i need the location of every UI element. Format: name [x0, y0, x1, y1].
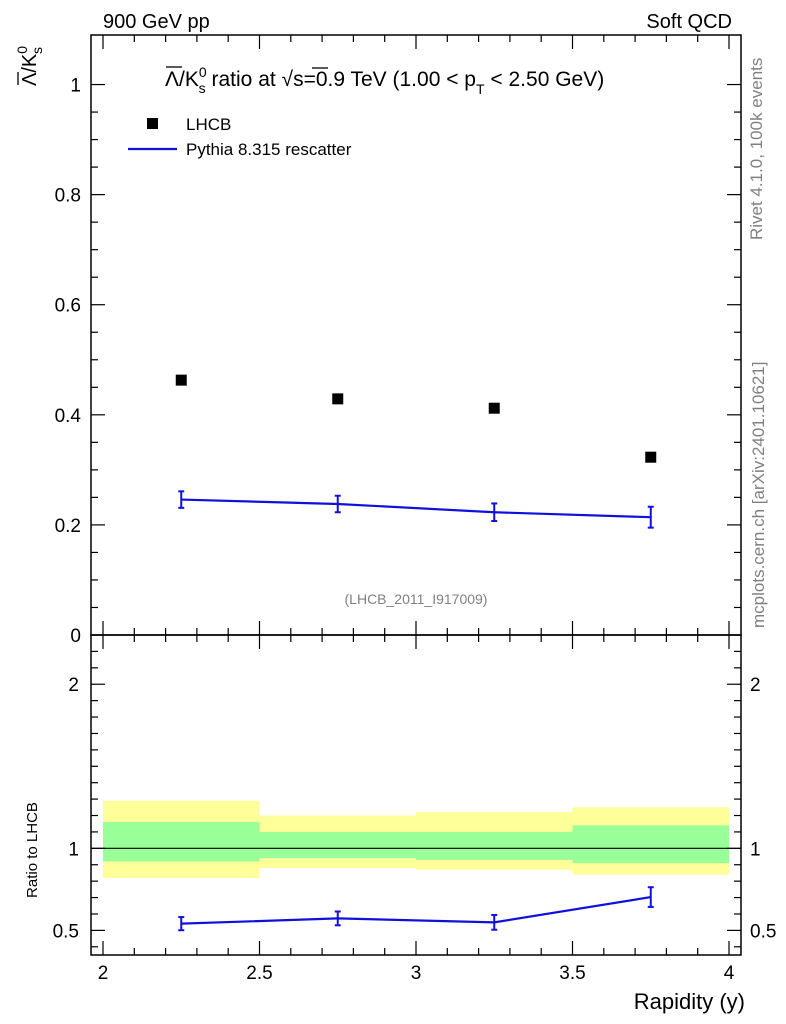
ratio-y-label: Ratio to LHCB [24, 802, 41, 898]
main-panel: 0 0.2 0.4 0.6 0.8 1 [55, 34, 742, 647]
band-inner [416, 831, 573, 860]
x-tick-labels: 2 2.5 3 3.5 4 [98, 963, 735, 984]
mc-series-ratio [178, 886, 654, 932]
x-tick-label: 4 [724, 963, 735, 984]
ratio-frame [90, 634, 742, 956]
header-right: Soft QCD [646, 11, 732, 33]
ratio-ytick-label-left: 2 [68, 675, 79, 696]
main-ytick-label: 1 [70, 76, 81, 97]
svg-text:Λ/K0s: Λ/K0s [14, 46, 45, 86]
mc-line-main [181, 498, 651, 519]
ylabel-lambda: Λ [19, 72, 41, 86]
ratio-ytick-label-left: 1 [68, 839, 79, 860]
band-inner [103, 822, 260, 862]
x-axis-label: Rapidity (y) [634, 989, 745, 1014]
ratio-panel: 0.5 0.5 1 1 2 2 2 2.5 3 3.5 4 [53, 634, 777, 984]
mc-line-ratio [181, 895, 651, 925]
plot-title: Λ/K0 s ratio at √s=0.9 TeV (1.00 < pT < 2… [165, 64, 604, 97]
analysis-id: (LHCB_2011_I917009) [345, 591, 488, 607]
legend-marker-lhcb [147, 118, 158, 129]
main-ytick-label: 0.8 [55, 186, 81, 207]
mc-series-main [178, 490, 654, 529]
x-tick-label: 2 [98, 963, 109, 984]
ratio-ytick-label-right: 0.5 [750, 921, 776, 942]
ratio-y-tick-labels: 0.5 0.5 1 1 2 2 [53, 675, 777, 942]
data-series-main [175, 374, 657, 463]
band-inner [572, 825, 729, 864]
ratio-ytick-label-right: 1 [750, 839, 761, 860]
title-sqrt-s: s=0.9 TeV (1.00 < p [293, 68, 476, 91]
ratio-axis-ticks [91, 635, 741, 955]
main-y-label: Λ/K0s [14, 46, 45, 86]
header-left: 900 GeV pp [103, 11, 210, 33]
band-inner [259, 831, 416, 859]
ratio-ytick-label-right: 2 [750, 675, 761, 696]
ylabel-sup: 0 [14, 46, 30, 54]
title-pt-sub: T [476, 81, 485, 97]
data-point-lhcb [175, 374, 187, 386]
main-axis-ticks [91, 35, 741, 636]
ratio-ytick-label-left: 0.5 [53, 921, 79, 942]
legend-label-pythia: Pythia 8.315 rescatter [186, 140, 352, 159]
title-lambda-bar: Λ [165, 68, 179, 91]
data-point-lhcb [645, 451, 657, 463]
title-lead: /K [179, 68, 199, 91]
x-tick-label: 2.5 [246, 963, 272, 984]
legend-label-lhcb: LHCB [186, 115, 231, 134]
title-ks-sub: s [199, 80, 206, 96]
title-sqrt-glyph: √ [282, 68, 294, 91]
main-ytick-label: 0.6 [55, 296, 81, 317]
ylabel-k: /K [19, 53, 41, 73]
title-ks-sup: 0 [199, 64, 207, 80]
title-mid: ratio at [206, 68, 282, 91]
main-y-tick-labels: 0 0.2 0.4 0.6 0.8 1 [55, 76, 82, 647]
ratio-uncertainty-bands [103, 800, 729, 878]
title-tail: < 2.50 GeV) [485, 68, 605, 91]
legend: LHCB Pythia 8.315 rescatter [128, 115, 352, 159]
ylabel-sub: s [29, 47, 45, 54]
main-ytick-label: 0 [70, 626, 81, 647]
data-point-lhcb [488, 402, 500, 414]
rivet-label: Rivet 4.1.0, 100k events [747, 58, 766, 240]
mcplots-label: mcplots.cern.ch [arXiv:2401.10621] [749, 362, 768, 628]
x-tick-label: 3.5 [559, 963, 585, 984]
x-tick-label: 3 [411, 963, 422, 984]
main-ytick-label: 0.4 [55, 406, 82, 427]
main-ytick-label: 0.2 [55, 516, 81, 537]
data-point-lhcb [332, 393, 344, 405]
